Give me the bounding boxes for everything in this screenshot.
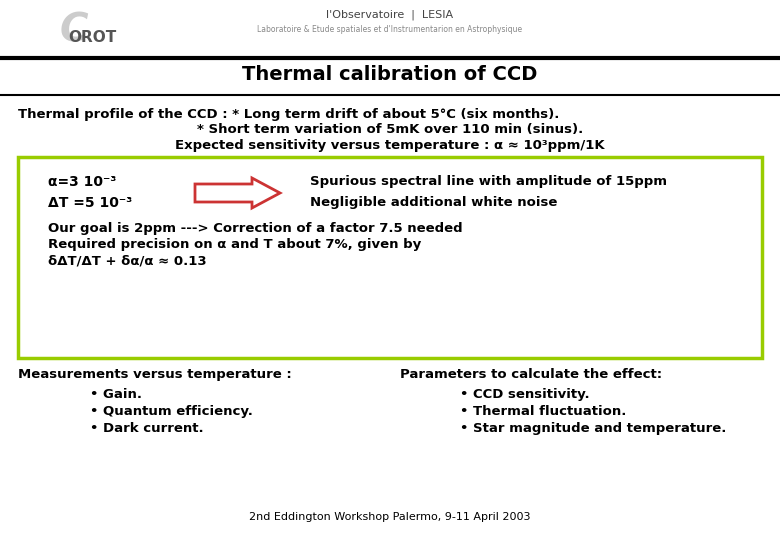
Text: Measurements versus temperature :: Measurements versus temperature : (18, 368, 292, 381)
Text: C: C (60, 12, 88, 50)
Text: • Star magnitude and temperature.: • Star magnitude and temperature. (460, 422, 726, 435)
Bar (18, 157, 762, 358)
Text: ΔT =5 10⁻³: ΔT =5 10⁻³ (48, 196, 133, 210)
Text: Negligible additional white noise: Negligible additional white noise (310, 196, 558, 209)
Text: l'Observatoire  |  LESIA: l'Observatoire | LESIA (327, 10, 453, 21)
FancyArrow shape (195, 178, 280, 208)
Text: • Gain.: • Gain. (90, 388, 142, 401)
Text: δΔT/ΔT + δα/α ≈ 0.13: δΔT/ΔT + δα/α ≈ 0.13 (48, 255, 207, 268)
Text: • Quantum efficiency.: • Quantum efficiency. (90, 405, 253, 418)
Text: 2nd Eddington Workshop Palermo, 9-11 April 2003: 2nd Eddington Workshop Palermo, 9-11 Apr… (250, 512, 530, 522)
Text: • CCD sensitivity.: • CCD sensitivity. (460, 388, 590, 401)
Text: Required precision on α and T about 7%, given by: Required precision on α and T about 7%, … (48, 238, 421, 251)
Text: Expected sensitivity versus temperature : α ≈ 10³ppm/1K: Expected sensitivity versus temperature … (176, 139, 604, 152)
Text: Laboratoire & Etude spatiales et d'Instrumentarion en Astrophysique: Laboratoire & Etude spatiales et d'Instr… (257, 25, 523, 34)
Text: • Dark current.: • Dark current. (90, 422, 204, 435)
Text: α=3 10⁻³: α=3 10⁻³ (48, 175, 116, 189)
Text: * Short term variation of 5mK over 110 min (sinus).: * Short term variation of 5mK over 110 m… (197, 123, 583, 136)
Text: Thermal profile of the CCD : * Long term drift of about 5°C (six months).: Thermal profile of the CCD : * Long term… (18, 108, 559, 121)
Text: Spurious spectral line with amplitude of 15ppm: Spurious spectral line with amplitude of… (310, 175, 667, 188)
Text: OROT: OROT (68, 30, 116, 45)
Text: • Thermal fluctuation.: • Thermal fluctuation. (460, 405, 626, 418)
Text: Thermal calibration of CCD: Thermal calibration of CCD (243, 65, 537, 84)
Text: Parameters to calculate the effect:: Parameters to calculate the effect: (400, 368, 662, 381)
Text: Our goal is 2ppm ---> Correction of a factor 7.5 needed: Our goal is 2ppm ---> Correction of a fa… (48, 222, 463, 235)
